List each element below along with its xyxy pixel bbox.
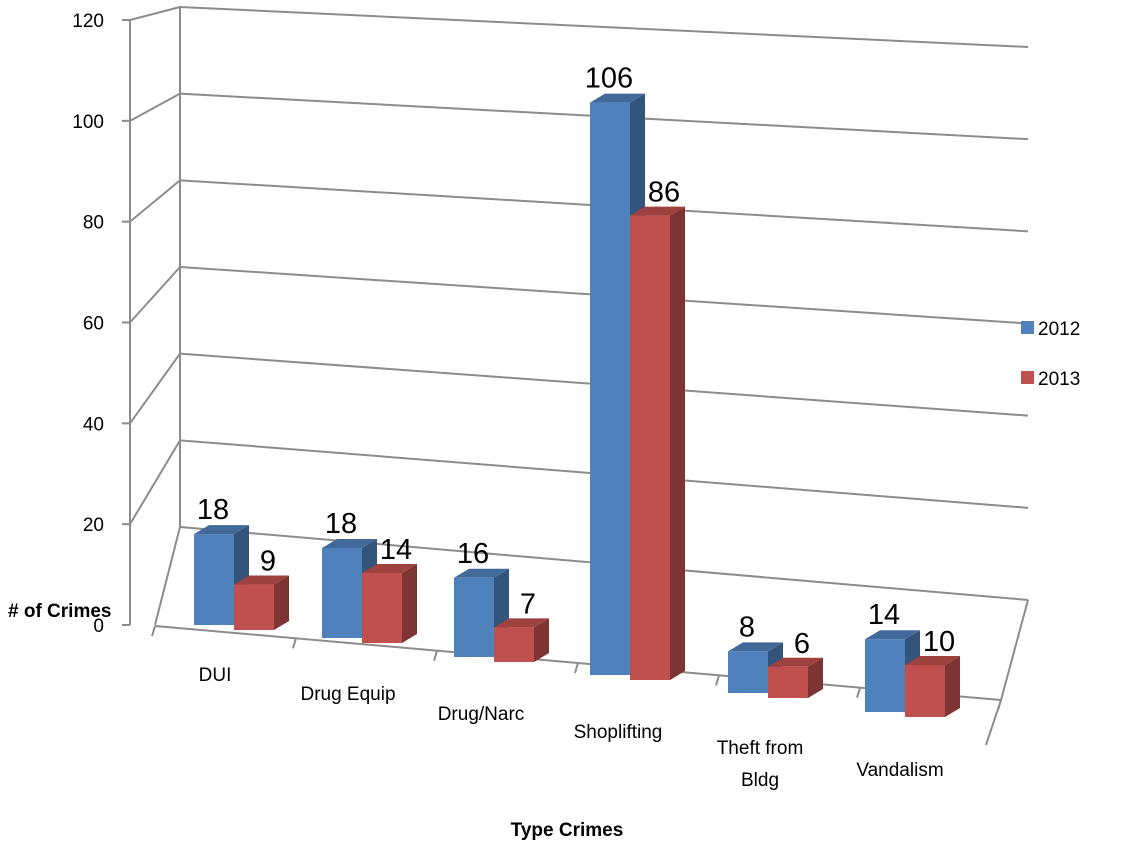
data-label: 18 bbox=[197, 494, 229, 526]
y-axis-title: # of Crimes bbox=[8, 601, 111, 622]
data-label: 86 bbox=[648, 177, 680, 209]
y-tick-label: 20 bbox=[83, 515, 104, 536]
bar-front bbox=[194, 534, 234, 625]
x-tick-label: Theft from Bldg bbox=[717, 738, 804, 791]
bar-top bbox=[194, 525, 249, 535]
bar-front bbox=[234, 584, 274, 630]
bar-2013-dui bbox=[234, 575, 289, 630]
y-tick-label: 0 bbox=[93, 616, 104, 637]
bar-front bbox=[454, 577, 494, 657]
legend: 2012 2013 bbox=[1021, 319, 1080, 390]
bar-top bbox=[768, 657, 823, 667]
bar-front bbox=[322, 548, 362, 638]
legend-label-2013: 2013 bbox=[1038, 369, 1080, 390]
data-label: 7 bbox=[520, 588, 536, 620]
y-tick-label: 40 bbox=[83, 414, 104, 435]
bar-side bbox=[945, 656, 960, 717]
y-tick-label: 120 bbox=[72, 11, 104, 32]
bar-top bbox=[362, 564, 417, 573]
y-tick-label: 100 bbox=[72, 112, 104, 133]
bar-top bbox=[728, 642, 783, 652]
bar-2013-drug-narc bbox=[494, 618, 549, 662]
data-label: 18 bbox=[325, 508, 357, 540]
y-axis-ticks: 0 20 40 60 80 100 120 bbox=[72, 11, 104, 637]
bar-2013-theft-from-bldg bbox=[768, 657, 823, 698]
data-label: 14 bbox=[380, 534, 412, 566]
x-tick-label: Vandalism bbox=[856, 760, 943, 781]
bar-top bbox=[865, 630, 920, 640]
bar-2013-vandalism bbox=[905, 656, 960, 717]
gridline-side bbox=[129, 439, 181, 525]
x-tick-label: Drug Equip bbox=[300, 684, 395, 705]
data-label: 9 bbox=[260, 546, 276, 578]
legend-swatch-2013 bbox=[1021, 371, 1034, 384]
gridline-side bbox=[129, 92, 181, 122]
bar-front bbox=[905, 665, 945, 717]
bar-side bbox=[534, 618, 549, 662]
bar-2013-shoplifting bbox=[630, 206, 685, 680]
data-label: 14 bbox=[868, 599, 900, 631]
x-tick-label: DUI bbox=[199, 665, 232, 686]
gridline-side bbox=[129, 266, 181, 324]
x-tick-mark bbox=[997, 699, 1002, 711]
x-tick-label: Drug/Narc bbox=[438, 704, 525, 725]
y-tick-label: 60 bbox=[83, 314, 104, 335]
bar-top bbox=[454, 568, 509, 578]
floor-right-edge bbox=[1000, 599, 1029, 701]
bar-top bbox=[590, 93, 645, 103]
bar-top bbox=[905, 656, 960, 665]
bar-front bbox=[630, 215, 670, 680]
data-label: 16 bbox=[457, 538, 489, 570]
bar-side bbox=[808, 657, 823, 698]
x-tick-label: Shoplifting bbox=[574, 722, 663, 743]
x-tick-mark bbox=[856, 687, 861, 698]
bar-top bbox=[494, 618, 549, 628]
bar-side bbox=[402, 564, 417, 643]
bar-2013-drug-equip bbox=[362, 564, 417, 643]
x-tick-mark bbox=[151, 625, 156, 637]
bar-front bbox=[728, 651, 768, 693]
data-label: 106 bbox=[585, 63, 633, 95]
data-label: 6 bbox=[794, 628, 810, 660]
bar-side bbox=[274, 575, 289, 630]
gridline-side bbox=[129, 353, 181, 424]
legend-label-2012: 2012 bbox=[1038, 319, 1080, 340]
bar-front bbox=[768, 666, 808, 698]
x-tick-mark bbox=[715, 675, 720, 686]
gridline-side bbox=[129, 179, 181, 223]
data-label: 10 bbox=[923, 626, 955, 658]
bar-side bbox=[670, 206, 685, 680]
floor-back-edge bbox=[154, 525, 1029, 626]
y-tick-label: 80 bbox=[83, 213, 104, 234]
legend-swatch-2012 bbox=[1021, 321, 1034, 334]
gridline-side bbox=[129, 6, 181, 21]
bar-2012-drug-narc bbox=[454, 568, 509, 657]
x-tick-mark bbox=[433, 650, 438, 661]
bar-2012-vandalism bbox=[865, 630, 920, 712]
bar-front bbox=[590, 102, 630, 676]
gridline bbox=[179, 6, 1029, 48]
bar-top bbox=[630, 206, 685, 216]
x-tick-mark bbox=[574, 662, 579, 674]
data-label: 8 bbox=[739, 611, 755, 643]
x-axis-category-labels: DUI Drug Equip Drug/Narc Shoplifting Theft f… bbox=[199, 665, 944, 791]
bar-front bbox=[865, 639, 905, 712]
bar-top bbox=[234, 575, 289, 585]
x-axis-title: Type Crimes bbox=[511, 820, 624, 841]
bar-front bbox=[362, 573, 402, 643]
bar-top bbox=[322, 539, 377, 548]
x-tick-mark bbox=[292, 638, 297, 649]
bar-front bbox=[494, 627, 534, 662]
